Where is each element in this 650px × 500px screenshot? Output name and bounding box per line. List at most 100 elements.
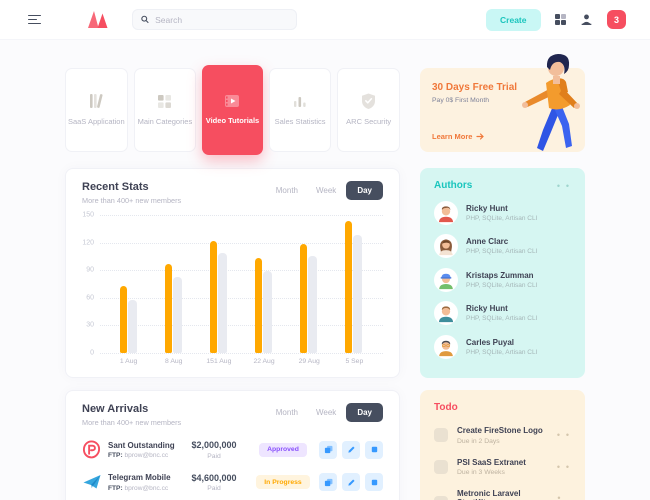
two-dots-menu-icon[interactable]: • • (556, 461, 571, 472)
toggle-day[interactable]: Day (346, 181, 383, 200)
y-tick: 30 (86, 321, 94, 329)
grid-squares-icon (158, 94, 172, 108)
bar-group[interactable] (297, 215, 321, 353)
edit-pencil-icon (347, 446, 355, 453)
toggle-week[interactable]: Week (316, 408, 337, 417)
two-dots-menu-icon[interactable]: • • (556, 180, 571, 191)
x-tick: 151 Aug (206, 358, 232, 365)
authors-panel: Authors • • Ricky Hunt PHP, SQLite, Arti… (420, 168, 585, 378)
author-skills: PHP, SQLite, Artisan CLI (466, 214, 538, 222)
edit-button[interactable] (342, 473, 360, 492)
create-button[interactable]: Create (486, 8, 541, 31)
bar-group[interactable] (342, 215, 366, 353)
todo-item-due: Due in 2 Days (457, 437, 500, 445)
todo-item-title[interactable]: Metronic Laravel StartKit (457, 489, 521, 500)
members-bar-chart: 150 120 90 60 30 0 (82, 212, 383, 357)
avatar (434, 267, 458, 292)
bar-group[interactable] (117, 215, 141, 353)
search-input[interactable] (155, 14, 288, 25)
arrival-name[interactable]: Telegram Mobile (108, 473, 171, 482)
arrival-amount-note: Paid (207, 452, 221, 460)
arrival-name[interactable]: Sant Outstanding (108, 440, 175, 450)
todo-panel: Todo Create FireStone Logo Due in 2 Days… (420, 390, 585, 500)
category-card-main-categories[interactable]: Main Categories (133, 68, 197, 152)
todo-item: Create FireStone Logo Due in 2 Days • • (434, 426, 571, 445)
avatar (434, 301, 458, 325)
walking-person-illustration (522, 54, 580, 151)
avatar (434, 334, 458, 359)
category-card-label: Video Tutorials (205, 116, 260, 126)
stop-square-icon (371, 479, 377, 485)
apps-grid-icon[interactable] (554, 13, 566, 26)
todo-title: Todo (434, 402, 458, 413)
menu-toggle-icon[interactable] (28, 12, 42, 26)
arrivals-period-toggle: Month Week Day (268, 403, 383, 422)
free-trial-banner: 30 Days Free Trial Pay 0$ First Month Le… (420, 54, 585, 152)
search-icon (141, 15, 149, 24)
category-card-sales-statistics[interactable]: Sales Statistics (268, 68, 332, 152)
author-name: Carles Puyal (466, 337, 515, 347)
avatar (434, 200, 458, 225)
toggle-month[interactable]: Month (275, 408, 298, 417)
arrival-row: Sant Outstanding FTP: bprow@bnc.cc $2,00… (82, 440, 383, 460)
two-dots-menu-icon[interactable]: • • (557, 492, 564, 500)
ftp-value: bprow@bnc.cc (124, 452, 169, 459)
stats-period-toggle: Month Week Day (268, 181, 383, 200)
copy-button[interactable] (319, 473, 337, 492)
author-name: Ricky Hunt (466, 203, 508, 213)
copy-icon (324, 478, 332, 486)
category-card-video-tutorials[interactable]: Video Tutorials (202, 65, 263, 155)
learn-more-label: Learn More (432, 132, 473, 141)
x-tick: 22 Aug (253, 358, 275, 365)
topbar: Create 3 (0, 0, 650, 40)
author-item[interactable]: Ricky Hunt PHP, SQLite, Artisan CLI (434, 200, 571, 225)
category-card-saas-application[interactable]: SaaS Application (65, 68, 128, 152)
todo-item-title[interactable]: Create FireStone Logo (457, 426, 543, 435)
category-card-arc-security[interactable]: ARC Security (337, 68, 400, 152)
copy-icon (324, 446, 332, 454)
bar-group[interactable] (207, 215, 231, 353)
user-icon[interactable] (580, 13, 593, 26)
notification-badge[interactable]: 3 (607, 10, 626, 29)
author-item[interactable]: Anne Clarc PHP, SQLite, Artisan CLI (434, 234, 571, 258)
toggle-week[interactable]: Week (316, 186, 337, 195)
search-box[interactable] (132, 9, 297, 30)
author-item[interactable]: Ricky Hunt PHP, SQLite, Artisan CLI (434, 301, 571, 325)
bar-group[interactable] (252, 215, 276, 353)
todo-checkbox[interactable] (434, 428, 448, 443)
topbar-actions: Create 3 (486, 8, 626, 31)
recent-stats-subtitle: More than 400+ new members (82, 196, 182, 205)
stop-button[interactable] (365, 440, 383, 459)
copy-button[interactable] (319, 440, 337, 459)
x-tick: 29 Aug (298, 358, 320, 365)
author-item[interactable]: Carles Puyal PHP, SQLite, Artisan CLI (434, 334, 571, 359)
chart-plot-area (100, 215, 383, 354)
todo-item-title[interactable]: PSI SaaS Extranet (457, 457, 526, 467)
bar-group[interactable] (162, 215, 186, 353)
ftp-label: FTP: (108, 484, 123, 492)
author-skills: PHP, SQLite, Artisan CLI (466, 248, 538, 255)
arrival-row: Telegram Mobile FTP: bprow@bnc.cc $4,600… (82, 473, 383, 492)
toggle-month[interactable]: Month (275, 186, 298, 195)
learn-more-link[interactable]: Learn More (432, 132, 485, 141)
toggle-day[interactable]: Day (346, 403, 383, 422)
books-icon (90, 94, 103, 109)
new-arrivals-subtitle: More than 400+ new members (82, 418, 182, 427)
author-name: Kristaps Zumman (466, 270, 534, 280)
two-dots-menu-icon[interactable]: • • (556, 430, 571, 441)
app-logo[interactable] (86, 11, 110, 28)
todo-item: Metronic Laravel StartKit Due in 5 Hours… (434, 489, 571, 500)
todo-checkbox[interactable] (434, 495, 448, 500)
arrival-amount: $2,000,000 (191, 440, 237, 450)
logo-mark-icon (88, 11, 108, 28)
chart-x-axis: 1 Aug 8 Aug 151 Aug 22 Aug 29 Aug 5 Sep (100, 358, 383, 365)
stop-button[interactable] (365, 473, 383, 492)
main-content: SaaS Application Main Categories (0, 40, 650, 500)
todo-checkbox[interactable] (434, 459, 448, 474)
trial-title: 30 Days Free Trial (432, 82, 518, 93)
author-item[interactable]: Kristaps Zumman PHP, SQLite, Artisan CLI (434, 267, 571, 292)
category-card-label: Main Categories (137, 116, 193, 126)
arrival-ftp: FTP: bprow@bnc.cc (108, 485, 177, 492)
telegram-logo (83, 475, 101, 489)
edit-button[interactable] (342, 440, 360, 459)
